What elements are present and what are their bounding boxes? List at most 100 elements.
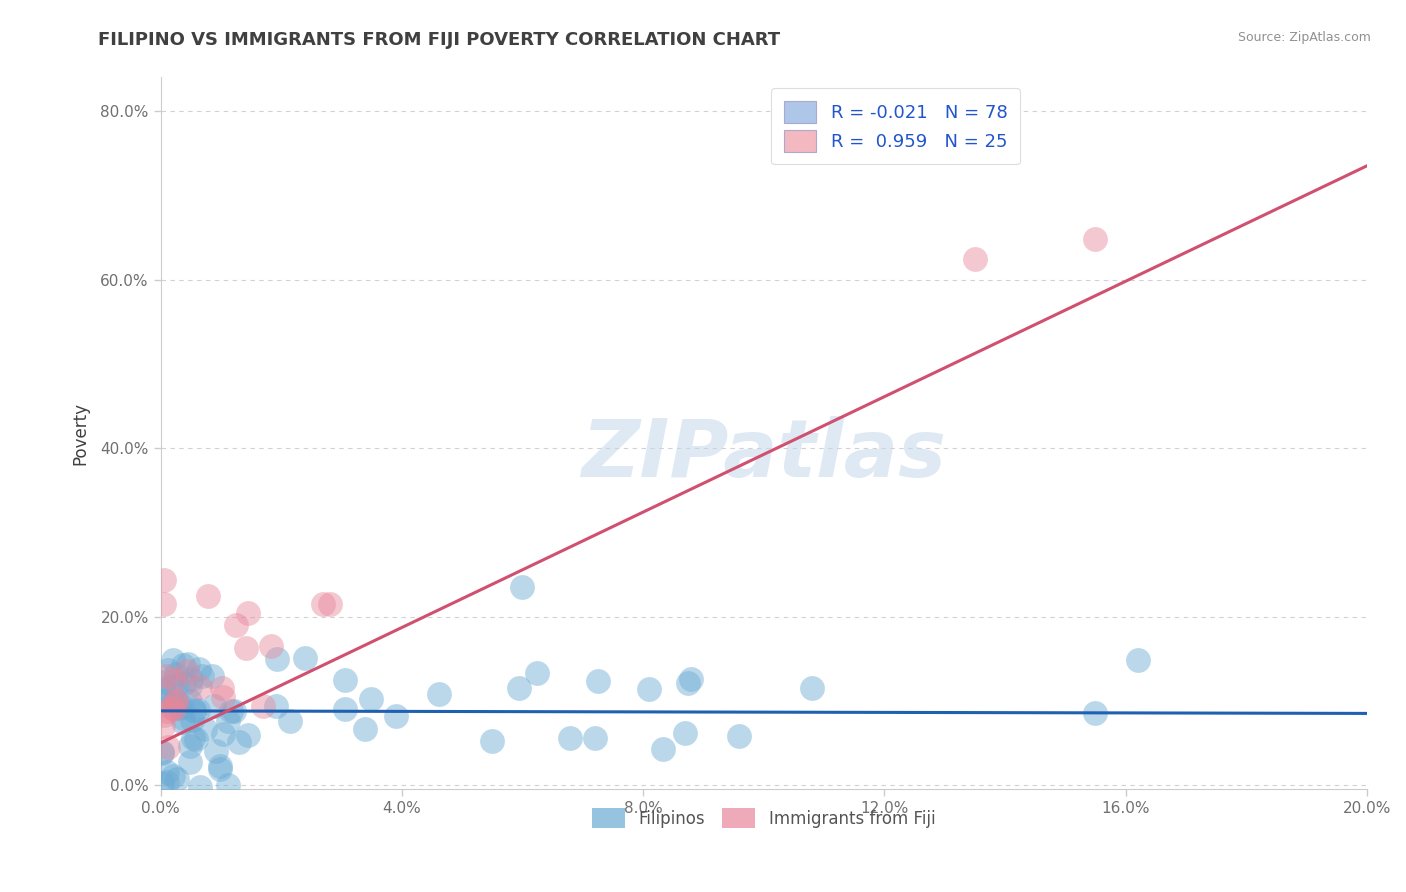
- Point: [172, 658, 194, 673]
- Y-axis label: Poverty: Poverty: [72, 401, 89, 465]
- Point: [197, 590, 219, 604]
- Point: [526, 666, 548, 681]
- Point: [209, 762, 232, 776]
- Point: [238, 728, 260, 742]
- Point: [294, 650, 316, 665]
- Point: [209, 759, 232, 773]
- Text: FILIPINO VS IMMIGRANTS FROM FIJI POVERTY CORRELATION CHART: FILIPINO VS IMMIGRANTS FROM FIJI POVERTY…: [98, 31, 780, 49]
- Point: [266, 652, 288, 666]
- Point: [187, 703, 209, 717]
- Point: [160, 698, 183, 712]
- Point: [202, 699, 225, 714]
- Point: [162, 653, 184, 667]
- Point: [260, 639, 283, 653]
- Point: [225, 618, 247, 632]
- Point: [157, 740, 180, 755]
- Point: [156, 663, 179, 677]
- Point: [217, 714, 239, 729]
- Point: [360, 691, 382, 706]
- Point: [167, 701, 190, 715]
- Point: [384, 709, 406, 723]
- Point: [212, 690, 235, 704]
- Point: [160, 700, 183, 714]
- Point: [152, 574, 174, 588]
- Point: [155, 669, 177, 683]
- Point: [166, 694, 188, 708]
- Point: [728, 729, 751, 743]
- Point: [201, 669, 224, 683]
- Point: [510, 580, 533, 594]
- Legend: Filipinos, Immigrants from Fiji: Filipinos, Immigrants from Fiji: [585, 802, 942, 834]
- Point: [211, 681, 233, 695]
- Point: [181, 713, 204, 727]
- Point: [1084, 232, 1107, 246]
- Point: [166, 677, 188, 691]
- Point: [152, 597, 174, 611]
- Point: [219, 704, 242, 718]
- Point: [165, 667, 187, 681]
- Point: [179, 739, 201, 754]
- Point: [638, 681, 661, 696]
- Point: [236, 606, 259, 620]
- Point: [651, 741, 673, 756]
- Point: [165, 693, 187, 707]
- Point: [560, 731, 582, 745]
- Point: [673, 726, 696, 740]
- Point: [235, 641, 257, 656]
- Point: [179, 694, 201, 708]
- Text: ZIPatlas: ZIPatlas: [581, 416, 946, 493]
- Point: [183, 703, 205, 717]
- Point: [152, 687, 174, 701]
- Point: [181, 731, 204, 745]
- Point: [152, 745, 174, 759]
- Point: [183, 704, 205, 718]
- Point: [152, 718, 174, 732]
- Point: [179, 756, 201, 770]
- Point: [217, 778, 239, 792]
- Point: [156, 775, 179, 789]
- Point: [156, 765, 179, 780]
- Point: [163, 702, 186, 716]
- Point: [318, 597, 340, 611]
- Point: [204, 744, 226, 758]
- Point: [153, 693, 176, 707]
- Point: [333, 701, 356, 715]
- Point: [170, 699, 193, 714]
- Point: [152, 775, 174, 789]
- Point: [188, 780, 211, 794]
- Point: [172, 711, 194, 725]
- Point: [190, 680, 212, 694]
- Point: [188, 662, 211, 676]
- Point: [678, 675, 700, 690]
- Point: [481, 733, 503, 747]
- Point: [266, 698, 288, 713]
- Point: [681, 672, 703, 686]
- Point: [354, 723, 377, 737]
- Point: [180, 673, 202, 687]
- Point: [152, 707, 174, 722]
- Point: [166, 772, 188, 786]
- Point: [194, 722, 217, 736]
- Point: [222, 704, 245, 718]
- Point: [172, 715, 194, 730]
- Point: [186, 731, 208, 746]
- Point: [427, 687, 450, 701]
- Point: [163, 673, 186, 688]
- Point: [190, 669, 212, 683]
- Point: [1084, 706, 1107, 721]
- Point: [162, 678, 184, 692]
- Point: [278, 714, 301, 729]
- Point: [152, 747, 174, 761]
- Point: [508, 681, 530, 695]
- Point: [228, 735, 250, 749]
- Point: [586, 674, 609, 689]
- Point: [177, 657, 200, 671]
- Point: [1126, 653, 1149, 667]
- Point: [165, 693, 187, 707]
- Point: [176, 665, 198, 679]
- Point: [162, 768, 184, 782]
- Point: [179, 679, 201, 693]
- Point: [153, 674, 176, 689]
- Text: Source: ZipAtlas.com: Source: ZipAtlas.com: [1237, 31, 1371, 45]
- Point: [211, 727, 233, 741]
